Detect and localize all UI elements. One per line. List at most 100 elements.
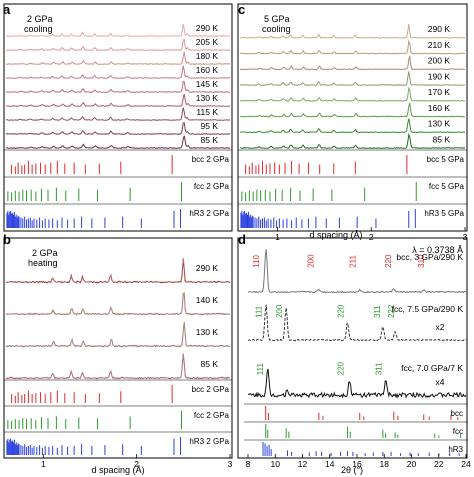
panel-b-subtitle-line2: heating bbox=[28, 258, 58, 268]
trace-d-label-0: bcc, 3 GPa/290 K bbox=[396, 252, 463, 262]
temperature-label: 290 K bbox=[196, 263, 219, 273]
hkl-label-111: 111 bbox=[256, 363, 265, 376]
fit-b-290K bbox=[6, 257, 230, 283]
panel-a-letter: a bbox=[3, 2, 11, 17]
temperature-label: 160 K bbox=[196, 65, 219, 75]
temperature-label: 200 K bbox=[428, 56, 451, 66]
panel-c-xlabel: d spacing (Å) bbox=[309, 230, 362, 240]
ref-label-hR3-2-GPa: hR3 2 GPa bbox=[189, 209, 229, 218]
temperature-label: 95 K bbox=[201, 121, 219, 131]
temperature-label: 190 K bbox=[428, 71, 451, 81]
x-tick-label: 10 bbox=[271, 459, 281, 469]
panel-d-frame bbox=[237, 237, 468, 459]
trace-c-210K bbox=[239, 39, 466, 55]
temperature-label: 115 K bbox=[196, 107, 218, 117]
panel-d-reference: bcc fcc hR3 bbox=[244, 403, 468, 456]
x-tick-label: 12 bbox=[298, 459, 308, 469]
panel-a-subtitle-line2: cooling bbox=[24, 24, 53, 34]
panel-a-subtitle-line1: 2 GPa bbox=[27, 14, 53, 24]
temperature-label: 85 K bbox=[201, 359, 219, 369]
ref-label-bcc: bcc bbox=[451, 409, 463, 418]
hkl-label-200: 200 bbox=[306, 254, 315, 268]
hkl-label-220: 220 bbox=[336, 304, 345, 318]
trace-a-205K bbox=[5, 38, 231, 51]
trace-c-190K bbox=[239, 71, 466, 86]
hkl-label-311: 311 bbox=[375, 362, 384, 375]
hkl-label-222: 222 bbox=[387, 304, 396, 318]
temperature-label: 130 K bbox=[428, 119, 451, 129]
trace-d-2 bbox=[247, 368, 467, 399]
trace-c-160K bbox=[239, 102, 466, 118]
temperature-label: 145 K bbox=[196, 79, 219, 89]
panel-b-xaxis: 1 2 3 bbox=[41, 454, 233, 469]
x-tick-label: 2 bbox=[134, 459, 139, 469]
trace-d-scale-2: x4 bbox=[436, 377, 445, 387]
trace-a-160K bbox=[5, 65, 230, 79]
ref-label-fcc-5-GPa: fcc 5 GPa bbox=[429, 182, 465, 191]
x-tick-label: 1 bbox=[275, 232, 280, 242]
trace-a-95K bbox=[5, 121, 231, 135]
ref-label-fcc-2-GPa: fcc 2 GPa bbox=[194, 182, 230, 191]
trace-c-130K bbox=[239, 118, 466, 134]
fit-b-85K bbox=[6, 353, 230, 379]
x-tick-label: 3 bbox=[228, 459, 233, 469]
x-tick-label: 16 bbox=[352, 459, 362, 469]
trace-a-115K bbox=[5, 107, 231, 121]
panel-d-letter: d bbox=[238, 232, 246, 247]
panel-c-letter: c bbox=[238, 2, 245, 17]
hkl-label-220: 220 bbox=[384, 254, 393, 268]
trace-d-label-1: fcc, 7.5 GPa/290 K bbox=[392, 304, 464, 314]
temperature-label: 170 K bbox=[428, 87, 451, 97]
temperature-label: 130 K bbox=[196, 327, 219, 337]
trace-a-145K bbox=[5, 81, 231, 93]
panel-c-reference: bcc 5 GPa fcc 5 GPa hR3 5 GPa bbox=[238, 149, 467, 228]
x-tick-label: 22 bbox=[434, 459, 444, 469]
x-tick-label: 20 bbox=[407, 459, 417, 469]
temperature-label: 85 K bbox=[201, 135, 219, 145]
panel-c-subtitle-line2: cooling bbox=[262, 24, 291, 34]
panel-b-frame bbox=[3, 237, 233, 459]
x-tick-label: 8 bbox=[246, 459, 251, 469]
trace-a-180K bbox=[5, 51, 231, 65]
x-tick-label: 1 bbox=[41, 459, 46, 469]
trace-d-scale-1: x2 bbox=[436, 322, 445, 332]
fit-b-140K bbox=[6, 291, 230, 315]
temperature-label: 290 K bbox=[196, 23, 219, 33]
temperature-label: 160 K bbox=[428, 103, 451, 113]
ref-label-bcc-5-GPa: bcc 5 GPa bbox=[427, 155, 465, 164]
temperature-label: 180 K bbox=[196, 51, 219, 61]
ref-label-fcc: fcc bbox=[453, 427, 463, 436]
panel-a-traces: 290 K 205 K 180 K 160 K 145 K 130 K 115 K 95 K 8… bbox=[5, 23, 231, 149]
trace-c-200K bbox=[239, 56, 466, 71]
panel-b-xlabel: d spacing (Å) bbox=[91, 465, 144, 475]
panel-d-xlabel: 2θ (°) bbox=[341, 465, 363, 475]
trace-d-1 bbox=[247, 304, 467, 342]
panel-d-xaxis: 8 10 12 14 16 18 20 22 24 bbox=[246, 454, 471, 469]
ref-label-bcc-2-GPa: bcc 2 GPa bbox=[192, 155, 230, 164]
trace-c-170K bbox=[239, 86, 466, 102]
temperature-label: 205 K bbox=[196, 37, 219, 47]
ref-label-hR3-5-GPa: hR3 5 GPa bbox=[424, 209, 464, 218]
panel-c-subtitle-line1: 5 GPa bbox=[264, 14, 290, 24]
panel-b-subtitle-line1: 2 GPa bbox=[32, 248, 58, 258]
trace-a-290K bbox=[6, 23, 231, 37]
hkl-label-111: 111 bbox=[255, 305, 264, 318]
panel-a-reference: bcc 2 GPa fcc 2 GPa hR3 2 GPa bbox=[4, 149, 232, 228]
panel-b-traces: 290 K 140 K 130 K 85 K bbox=[5, 257, 231, 380]
temperature-label: 140 K bbox=[196, 295, 219, 305]
trace-c-85K bbox=[239, 132, 466, 149]
panel-b-reference: bcc 2 GPa fcc 2 GPa hR3 2 GPa bbox=[4, 379, 232, 455]
hkl-label-200: 200 bbox=[275, 304, 284, 318]
trace-d-0 bbox=[247, 249, 467, 294]
trace-a-130K bbox=[5, 93, 231, 107]
temperature-label: 290 K bbox=[428, 24, 451, 34]
panel-c-frame bbox=[237, 3, 468, 232]
x-tick-label: 18 bbox=[380, 459, 390, 469]
temperature-label: 85 K bbox=[433, 134, 451, 144]
ref-label-hR3-2-GPa: hR3 2 GPa bbox=[189, 437, 229, 446]
hkl-label-110: 110 bbox=[252, 254, 261, 267]
x-tick-label: 3 bbox=[463, 232, 468, 242]
hkl-label-211: 211 bbox=[349, 254, 358, 267]
